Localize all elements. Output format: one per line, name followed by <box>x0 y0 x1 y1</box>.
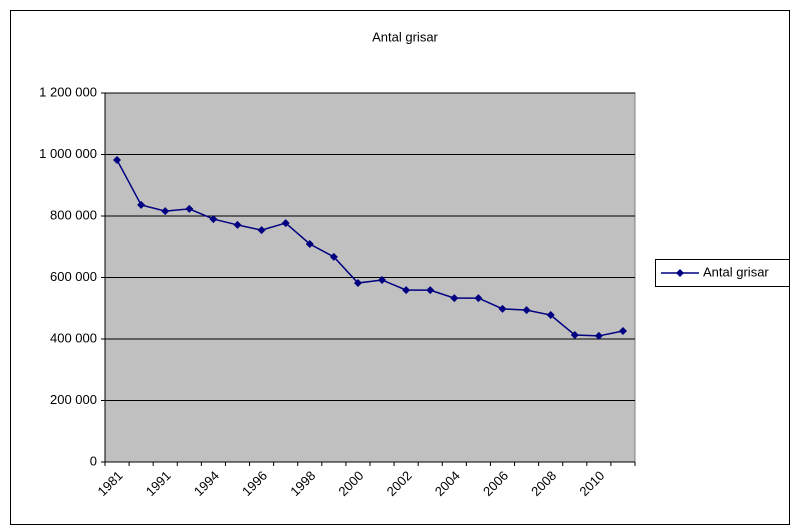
y-tick-label: 1 000 000 <box>39 146 97 161</box>
point-marker <box>281 219 290 228</box>
y-tick-label: 0 <box>90 453 97 468</box>
point-marker <box>185 204 194 213</box>
y-tick-label: 200 000 <box>50 392 97 407</box>
y-tick-label: 800 000 <box>50 207 97 222</box>
y-tick-label: 400 000 <box>50 330 97 345</box>
point-marker <box>450 294 459 303</box>
point-marker <box>570 331 579 340</box>
y-tick-label: 600 000 <box>50 269 97 284</box>
point-marker <box>426 286 435 295</box>
point-marker <box>594 331 603 340</box>
point-marker <box>546 311 555 320</box>
series-line <box>116 159 624 337</box>
point-marker <box>329 252 338 261</box>
point-marker <box>498 304 507 313</box>
legend-marker <box>676 269 684 277</box>
point-marker <box>161 207 170 216</box>
legend-label: Antal grisar <box>703 264 769 279</box>
point-marker <box>353 279 362 288</box>
point-marker <box>618 327 627 336</box>
point-marker <box>305 239 314 248</box>
point-marker <box>137 200 146 209</box>
chart-title: Antal grisar <box>372 29 438 44</box>
point-marker <box>113 156 122 165</box>
point-marker <box>474 294 483 303</box>
y-tick-label: 1 200 000 <box>39 84 97 99</box>
point-marker <box>257 226 266 235</box>
point-marker <box>378 275 387 284</box>
point-marker <box>522 306 531 315</box>
point-marker <box>233 220 242 229</box>
point-marker <box>402 286 411 295</box>
point-marker <box>209 215 218 224</box>
